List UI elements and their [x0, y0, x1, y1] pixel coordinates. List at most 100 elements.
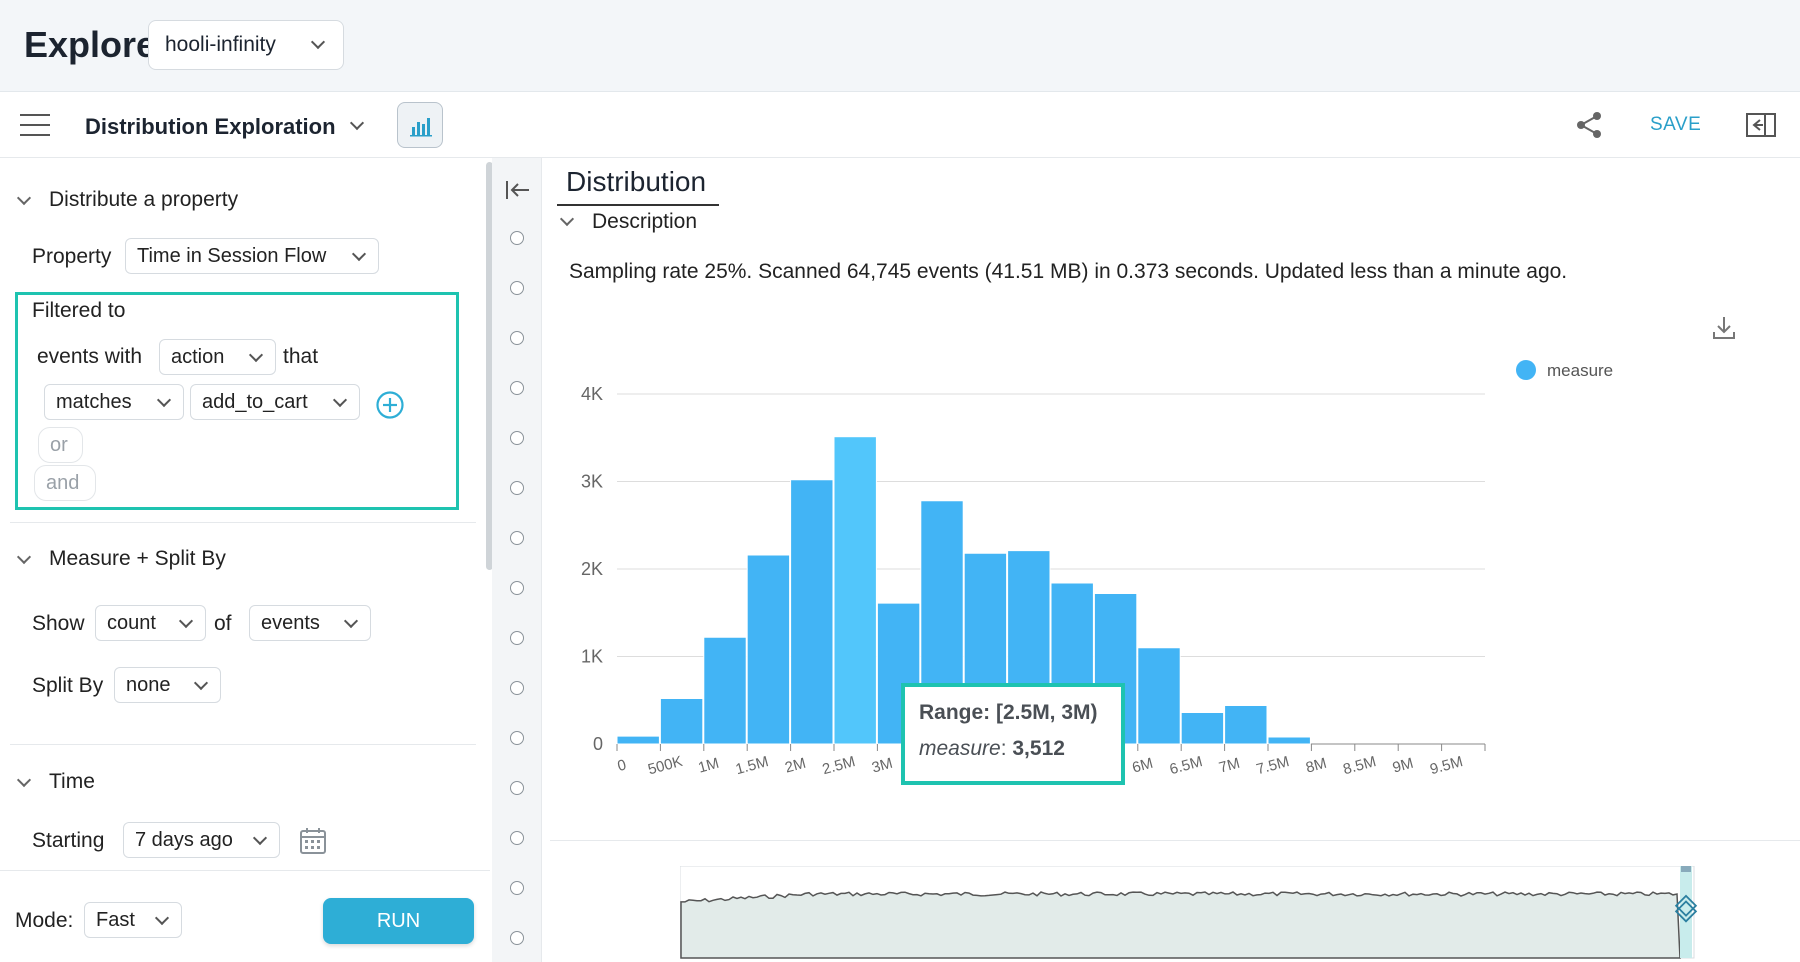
that-label: that — [283, 345, 319, 368]
rail-step-icon[interactable] — [510, 431, 524, 445]
x-tick-label: 3M — [870, 755, 895, 777]
rail-step-icon[interactable] — [510, 231, 524, 245]
x-tick-label: 9M — [1391, 755, 1416, 777]
chevron-down-icon — [351, 246, 367, 262]
collapse-left-icon[interactable] — [504, 178, 532, 202]
rail-step-icon[interactable] — [510, 781, 524, 795]
description-text: Sampling rate 25%. Scanned 64,745 events… — [569, 260, 1568, 283]
chevron-down-icon[interactable] — [559, 211, 575, 227]
split-by-label: Split By — [32, 674, 104, 697]
rail-step-icon[interactable] — [510, 731, 524, 745]
brush-handle[interactable] — [1680, 866, 1692, 958]
histogram-bar — [1224, 705, 1268, 745]
chevron-down-icon — [154, 910, 170, 926]
save-button[interactable]: SAVE — [1650, 114, 1702, 135]
filter-field-value: action — [171, 346, 225, 368]
divider — [10, 744, 476, 745]
aggregation-value: count — [107, 612, 156, 634]
x-tick-label: 1.5M — [734, 753, 771, 778]
dataset-select-value: hooli-infinity — [165, 33, 276, 56]
rail-step-icon[interactable] — [510, 831, 524, 845]
chevron-down-icon — [332, 392, 348, 408]
divider — [550, 840, 1800, 841]
rail-step-icon[interactable] — [510, 331, 524, 345]
measure-target-select[interactable]: events — [249, 605, 371, 641]
time-brush-minimap[interactable] — [680, 866, 1700, 962]
rail-step-icon[interactable] — [510, 931, 524, 945]
mode-select[interactable]: Fast — [84, 902, 182, 938]
add-filter-icon[interactable] — [375, 390, 405, 420]
tooltip-value: 3,512 — [1012, 737, 1065, 760]
chart-tooltip: Range: [2.5M, 3M) measure: 3,512 — [901, 683, 1125, 785]
histogram-bar — [833, 436, 877, 745]
calendar-icon[interactable] — [298, 826, 328, 856]
rail-step-icon[interactable] — [510, 531, 524, 545]
starting-label: Starting — [32, 829, 105, 852]
or-button[interactable]: or — [38, 427, 83, 463]
dataset-select[interactable]: hooli-infinity — [148, 20, 344, 70]
property-select[interactable]: Time in Session Flow — [125, 238, 379, 274]
chevron-down-icon — [178, 613, 194, 629]
filter-value-select[interactable]: add_to_cart — [190, 384, 360, 420]
chevron-down-icon — [343, 613, 359, 629]
download-icon[interactable] — [1710, 314, 1738, 342]
rail-step-icon[interactable] — [510, 581, 524, 595]
y-tick-label: 1K — [581, 647, 603, 667]
brush-grip-icon[interactable] — [1674, 894, 1698, 923]
toolbar: Distribution Exploration SAVE — [0, 92, 1800, 158]
section-distribute-heading[interactable]: Distribute a property — [49, 188, 239, 211]
panel-collapse-icon[interactable] — [1745, 110, 1777, 140]
split-by-value: none — [126, 674, 171, 696]
chevron-down-icon — [156, 392, 172, 408]
x-tick-label: 1M — [696, 755, 721, 777]
section-measure-heading[interactable]: Measure + Split By — [49, 547, 226, 570]
starting-select[interactable]: 7 days ago — [123, 822, 280, 858]
scrollbar[interactable] — [486, 162, 493, 570]
histogram-bar — [1180, 712, 1225, 745]
x-tick-label: 9.5M — [1428, 753, 1465, 778]
histogram-bar — [746, 554, 791, 745]
title-underline — [557, 204, 719, 206]
chevron-down-icon[interactable] — [349, 115, 365, 131]
x-tick-label: 7M — [1217, 755, 1242, 777]
property-label: Property — [32, 245, 112, 268]
share-icon[interactable] — [1574, 110, 1604, 140]
exploration-title[interactable]: Distribution Exploration — [85, 114, 336, 139]
bar-chart-icon — [410, 118, 432, 137]
of-label: of — [214, 612, 232, 635]
mode-label: Mode: — [15, 909, 74, 932]
x-tick-label: 8.5M — [1341, 753, 1378, 778]
filter-field-select[interactable]: action — [159, 339, 276, 375]
brush-handle-top[interactable] — [1681, 866, 1691, 872]
x-tick-label: 8M — [1304, 755, 1329, 777]
rail-step-icon[interactable] — [510, 881, 524, 895]
run-button[interactable]: RUN — [323, 898, 474, 944]
rail-step-icon[interactable] — [510, 281, 524, 295]
legend-label: measure — [1547, 361, 1613, 380]
description-heading[interactable]: Description — [592, 210, 698, 233]
rail-step-icon[interactable] — [510, 381, 524, 395]
filter-operator-value: matches — [56, 391, 132, 413]
chevron-down-icon — [310, 34, 326, 50]
app-title: Explore — [24, 24, 157, 65]
filter-operator-select[interactable]: matches — [44, 384, 184, 420]
aggregation-select[interactable]: count — [95, 605, 206, 641]
x-tick-label: 7.5M — [1255, 753, 1292, 778]
rail-step-icon[interactable] — [510, 631, 524, 645]
section-time-heading[interactable]: Time — [49, 770, 95, 793]
x-tick-label: 0 — [616, 756, 628, 775]
property-select-value: Time in Session Flow — [137, 245, 327, 267]
result-title[interactable]: Distribution — [566, 166, 707, 197]
histogram-bar — [790, 479, 834, 745]
split-by-select[interactable]: none — [114, 667, 221, 703]
rail-step-icon[interactable] — [510, 481, 524, 495]
and-button[interactable]: and — [34, 465, 96, 501]
menu-icon[interactable] — [20, 114, 50, 136]
tooltip-range: Range: [2.5M, 3M) — [919, 701, 1098, 724]
chart-type-button[interactable] — [397, 102, 443, 148]
histogram-bar — [616, 735, 660, 745]
x-tick-label: 6M — [1130, 755, 1155, 777]
tooltip-value-line: measure: 3,512 — [919, 737, 1107, 761]
rail-step-icon[interactable] — [510, 681, 524, 695]
x-tick-label: 500K — [646, 753, 684, 778]
